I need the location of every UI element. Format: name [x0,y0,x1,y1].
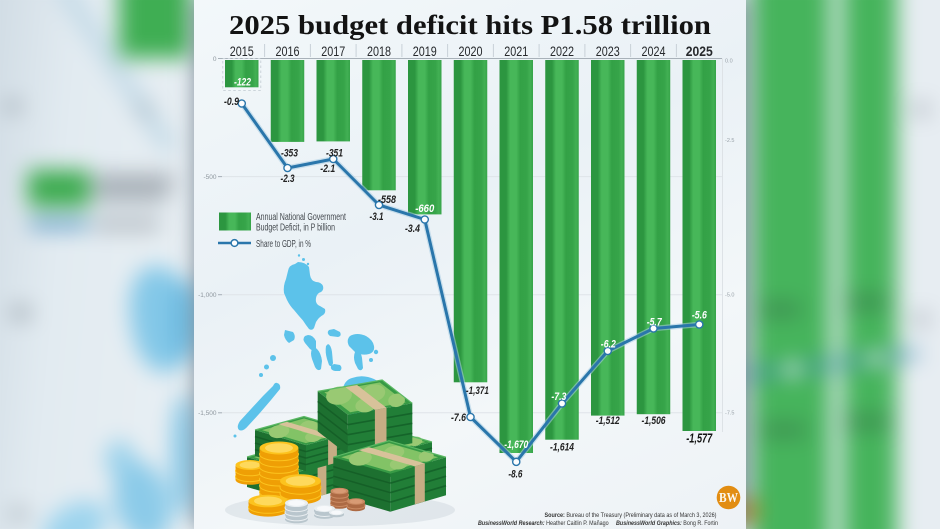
svg-text:-351: -351 [326,148,343,160]
svg-text:-1,000: -1,000 [198,292,217,299]
svg-text:-1,614: -1,614 [550,442,574,454]
svg-text:-2.3: -2.3 [281,173,295,185]
svg-text:-500: -500 [203,174,216,181]
svg-text:2025: 2025 [686,43,713,59]
svg-text:-558: -558 [378,194,397,206]
svg-text:-6.2: -6.2 [601,339,616,351]
svg-text:-2.1: -2.1 [320,163,335,175]
svg-text:-122: -122 [234,77,251,89]
svg-text:Budget Deficit, in P billion: Budget Deficit, in P billion [256,223,335,234]
svg-text:BusinessWorld Research: Heathe: BusinessWorld Research: Heather Caitlin … [478,521,718,527]
svg-text:2018: 2018 [367,43,391,59]
svg-text:-3.1: -3.1 [370,211,384,223]
svg-text:0: 0 [213,56,217,63]
svg-text:-2.5: -2.5 [725,138,734,144]
svg-text:2015: 2015 [230,43,254,59]
svg-text:-1,577: -1,577 [686,432,713,446]
svg-text:2022: 2022 [550,43,574,59]
svg-text:2020: 2020 [459,43,483,59]
svg-text:-1,500: -1,500 [198,410,217,417]
svg-text:2024: 2024 [642,43,666,59]
svg-text:-660: -660 [415,203,435,215]
svg-text:2023: 2023 [596,43,620,59]
svg-text:-1,670: -1,670 [504,439,529,451]
svg-text:2021: 2021 [504,43,528,59]
svg-text:-7.5: -7.5 [725,411,734,417]
svg-text:-353: -353 [281,148,298,160]
svg-text:-1,512: -1,512 [596,415,620,427]
svg-text:-5.7: -5.7 [647,317,663,329]
svg-text:-5.0: -5.0 [725,293,734,299]
svg-text:2016: 2016 [276,43,300,59]
svg-text:0.0: 0.0 [725,58,733,64]
svg-text:-7.3: -7.3 [551,391,566,403]
svg-text:2025 budget deficit hits P1.58: 2025 budget deficit hits P1.58 trillion [229,9,711,40]
svg-text:-8.6: -8.6 [508,469,523,481]
svg-text:Share to GDP, in %: Share to GDP, in % [256,239,311,250]
svg-text:-1,506: -1,506 [642,415,667,427]
svg-text:2017: 2017 [321,43,345,59]
svg-text:-5.6: -5.6 [692,310,708,322]
svg-text:-3.4: -3.4 [405,223,420,235]
svg-text:Source: Bureau of the Treasury: Source: Bureau of the Treasury (Prelimin… [545,513,717,519]
svg-text:-7.6: -7.6 [451,412,467,424]
svg-text:-1,371: -1,371 [466,385,489,397]
svg-text:-0.9: -0.9 [224,96,240,108]
svg-text:2019: 2019 [413,43,437,59]
svg-text:Annual National Government: Annual National Government [256,212,346,223]
svg-text:BW: BW [719,490,738,505]
